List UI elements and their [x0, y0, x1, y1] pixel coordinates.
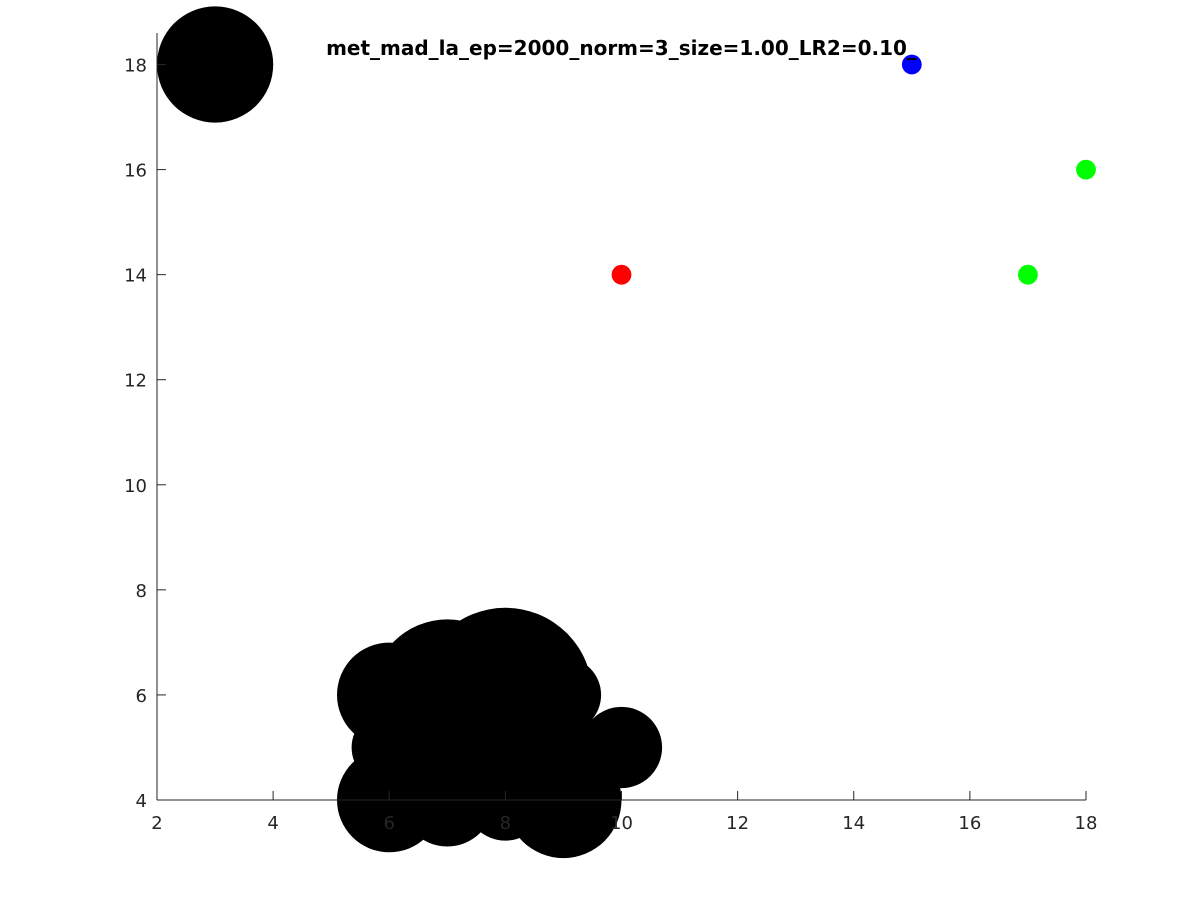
scatter-point-s2-0: [901, 54, 922, 75]
x-tick-label: 4: [267, 813, 278, 834]
y-tick-label: 14: [124, 266, 147, 287]
scatter-point-s3-1: [1076, 159, 1096, 180]
scatter-point-s3-0: [1018, 264, 1038, 285]
chart-title: met_mad_la_ep=2000_norm=3_size=1.00_LR2=…: [326, 36, 917, 60]
x-tick-label: 10: [610, 813, 633, 834]
x-tick-label: 8: [500, 813, 511, 834]
x-tick-label: 16: [958, 813, 981, 834]
y-tick-label: 4: [136, 791, 147, 812]
x-tick-label: 14: [842, 813, 865, 834]
x-tick-label: 12: [726, 813, 749, 834]
markers-layer: [157, 6, 1096, 859]
y-tick-label: 8: [136, 581, 147, 602]
x-tick-label: 18: [1075, 813, 1098, 834]
scatter-point-s1-0: [611, 264, 632, 285]
y-tick-label: 18: [124, 56, 147, 77]
y-tick-label: 6: [136, 686, 147, 707]
y-tick-label: 10: [124, 476, 147, 497]
x-tick-label: 2: [151, 813, 162, 834]
scatter-point-s0-0: [157, 6, 274, 123]
y-tick-label: 16: [124, 161, 147, 182]
x-tick-label: 6: [384, 813, 395, 834]
y-tick-label: 12: [124, 371, 147, 392]
